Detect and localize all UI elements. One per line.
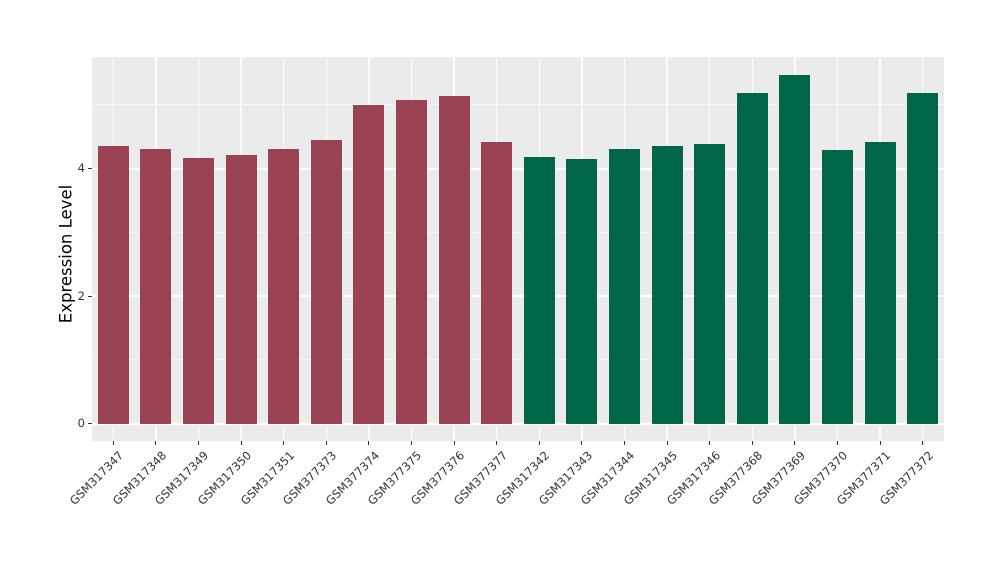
- x-tick-mark: [538, 441, 540, 445]
- x-tick-mark: [325, 441, 327, 445]
- x-tick-mark: [155, 441, 157, 445]
- bar-GSM377373: [310, 139, 342, 424]
- bar-GSM317351: [268, 149, 300, 424]
- bar-GSM317349: [183, 158, 214, 424]
- y-axis-title-text: Expression Level: [56, 184, 76, 324]
- gridline-major-h: [92, 295, 944, 298]
- y-tick-label: 0: [77, 416, 85, 431]
- bar-GSM317346: [694, 143, 726, 424]
- bar-GSM317347: [97, 145, 129, 424]
- bar-GSM377374: [353, 105, 385, 424]
- gridline-minor-h: [92, 231, 944, 233]
- x-tick-mark: [197, 441, 200, 445]
- x-tick-mark: [879, 441, 881, 445]
- y-tick-label: 4: [77, 161, 85, 176]
- x-tick-mark: [666, 441, 668, 445]
- y-tick-label: 2: [77, 288, 85, 303]
- bar-GSM377368: [736, 93, 768, 424]
- bar-GSM377370: [822, 150, 853, 424]
- x-tick-mark: [240, 441, 242, 445]
- x-tick-mark: [794, 441, 796, 445]
- bar-GSM317345: [651, 146, 683, 424]
- bar-GSM317348: [140, 148, 172, 424]
- x-tick-mark: [709, 441, 711, 445]
- x-tick-mark: [751, 441, 753, 445]
- bar-GSM317342: [523, 156, 555, 424]
- x-tick-mark: [496, 441, 498, 445]
- bar-GSM377376: [438, 95, 470, 424]
- x-tick-mark: [836, 441, 839, 445]
- plot-panel: [92, 57, 944, 441]
- x-tick-mark: [410, 441, 413, 445]
- y-tick-mark: [88, 423, 92, 425]
- bar-GSM317350: [225, 154, 257, 424]
- x-tick-mark: [283, 441, 285, 445]
- bar-GSM377377: [481, 141, 513, 424]
- x-tick-mark: [922, 441, 924, 445]
- gridline-minor-h: [92, 359, 944, 361]
- x-tick-mark: [623, 441, 626, 445]
- y-tick-mark: [88, 168, 92, 170]
- x-tick-mark: [112, 441, 114, 445]
- x-tick-mark: [368, 441, 370, 445]
- gridline-major-h: [92, 167, 944, 170]
- bar-GSM377371: [864, 141, 896, 424]
- bar-GSM377369: [779, 74, 811, 424]
- gridline-minor-h: [92, 104, 944, 106]
- bar-GSM377375: [396, 100, 427, 424]
- bar-GSM317344: [609, 149, 640, 424]
- x-tick-mark: [581, 441, 583, 445]
- gridline-major-h: [92, 422, 944, 425]
- y-tick-mark: [88, 295, 92, 297]
- x-tick-mark: [453, 441, 455, 445]
- bar-GSM317343: [566, 159, 598, 424]
- bar-GSM377372: [907, 93, 939, 424]
